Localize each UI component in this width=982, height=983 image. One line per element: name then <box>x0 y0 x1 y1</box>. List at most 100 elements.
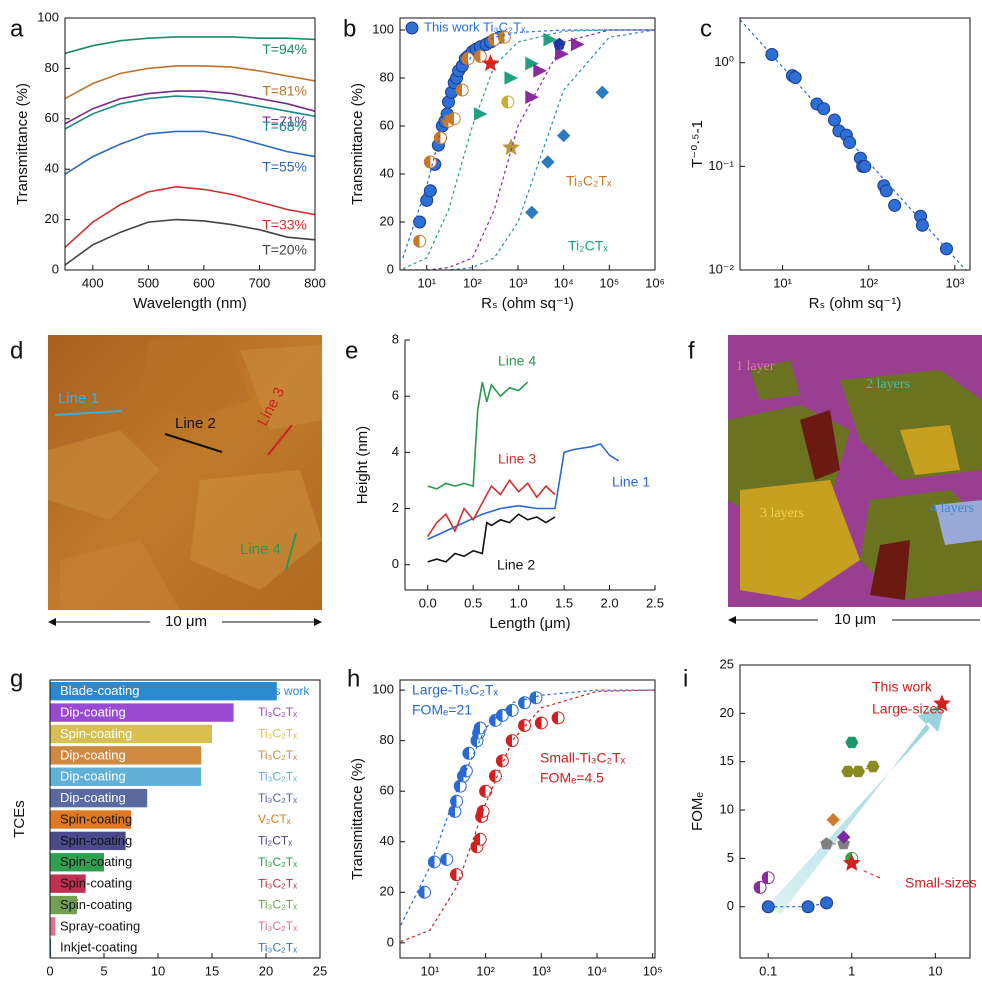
series-label: Line 2 <box>497 557 535 573</box>
y-tick-label: 20 <box>380 213 394 228</box>
data-point <box>827 814 839 826</box>
figure: Line 1 Line 2 Line 3 Line 4 d 10 μm 1 la… <box>0 0 982 978</box>
data-point <box>460 765 472 777</box>
material-label: Ti₃C₂Tₓ <box>258 748 297 762</box>
data-point <box>503 140 518 155</box>
y-tick-label: 20 <box>720 705 734 720</box>
data-point <box>414 235 426 247</box>
data-point <box>424 185 436 197</box>
data-point <box>802 901 814 913</box>
y-tick-label: 0 <box>52 261 59 276</box>
arrow-head <box>48 618 56 626</box>
y-tick-label: 2 <box>392 500 399 515</box>
x-tick-label: 10⁴ <box>554 275 574 290</box>
layer-label: 2 layers <box>866 377 910 392</box>
arrow-head <box>728 616 736 624</box>
x-tick-label: 800 <box>304 275 326 290</box>
x-tick-label: 10 <box>151 963 165 978</box>
data-point <box>448 113 460 125</box>
y-tick-label: 8 <box>392 331 399 346</box>
x-tick-label: 1 <box>848 963 855 978</box>
x-tick-label: 10³ <box>945 275 964 290</box>
data-point <box>456 84 468 96</box>
y-tick-label: 40 <box>45 161 59 176</box>
x-tick-label: 10³ <box>509 275 528 290</box>
series-label: Line 4 <box>498 353 536 369</box>
line-label: Line 1 <box>58 390 99 407</box>
series-label: T=94% <box>262 41 307 57</box>
x-tick-label: 700 <box>249 275 271 290</box>
x-tick-label: 10¹ <box>773 275 792 290</box>
bar-label: Inkjet-coating <box>60 940 137 955</box>
material-label: Ti₃C₂Tₓ <box>258 855 297 869</box>
data-point <box>406 22 418 34</box>
y-axis-label: Height (nm) <box>354 426 371 504</box>
x-tick-label: 10⁴ <box>587 963 607 978</box>
data-point <box>434 132 446 144</box>
data-point <box>526 206 538 218</box>
annotation: Small-sizes <box>905 875 977 891</box>
x-axis-label: Wavelength (nm) <box>133 295 247 312</box>
data-point <box>596 86 608 98</box>
y-tick-label: 80 <box>380 732 394 747</box>
series-label: Line 3 <box>498 451 536 467</box>
data-point <box>502 96 514 108</box>
bar-label: Spray-coating <box>60 918 140 933</box>
series-label: T=55% <box>262 158 307 174</box>
bar-label: Dip-coating <box>60 705 126 720</box>
plot-area <box>740 20 970 275</box>
bar-label: Spin-coating <box>60 833 132 848</box>
series-label: T=81% <box>262 83 307 99</box>
bar-label: Spin-coating <box>60 854 132 869</box>
x-tick-label: 0 <box>46 963 53 978</box>
bar-label: Dip-coating <box>60 747 126 762</box>
bar-label: Dip-coating <box>60 790 126 805</box>
series-label: T=20% <box>262 241 307 257</box>
data-point <box>766 49 778 61</box>
material-label: This work <box>258 684 310 698</box>
annotation: Ti₃C₂Tₓ <box>566 173 612 189</box>
bar-label: Blade-coating <box>60 683 140 698</box>
y-tick-label: 60 <box>380 783 394 798</box>
x-tick-label: 10 <box>928 963 942 978</box>
series-label: Large-Ti₃C₂Tₓ <box>412 682 498 698</box>
data-point <box>506 735 518 747</box>
y-axis-label: Transmittance (%) <box>349 758 366 880</box>
y-axis-label: TCEs <box>11 800 28 838</box>
x-tick-label: 15 <box>205 963 219 978</box>
data-point <box>762 872 774 884</box>
x-tick-label: 10² <box>859 275 878 290</box>
data-point <box>754 881 766 893</box>
data-point <box>419 886 431 898</box>
data-point <box>414 216 426 228</box>
scale-bar-label: 10 μm <box>834 611 876 628</box>
data-point <box>818 103 830 115</box>
y-tick-label: 10⁻² <box>708 261 734 276</box>
afm-image: Line 1 Line 2 Line 3 Line 4 <box>48 335 322 610</box>
data-point <box>558 130 570 142</box>
x-axis-label: Length (μm) <box>489 615 570 632</box>
panel-label: a <box>10 15 24 42</box>
x-axis-label: Rₛ (ohm sq⁻¹) <box>809 295 902 312</box>
data-point <box>821 897 833 909</box>
panel-label: f <box>688 337 695 364</box>
annotation: FOMₑ=21 <box>412 702 472 718</box>
y-tick-label: 40 <box>380 833 394 848</box>
x-tick-label: 10⁵ <box>643 963 663 978</box>
data-point <box>852 766 864 776</box>
series-label: Small-Ti₃C₂Tₓ <box>540 750 626 766</box>
bar-label: Dip-coating <box>60 769 126 784</box>
scale-bar-label: 10 μm <box>165 613 207 630</box>
layer-label: 1 layer <box>736 359 775 374</box>
x-tick-label: 2.0 <box>601 595 619 610</box>
plot-area <box>401 690 655 942</box>
panel-label: b <box>343 15 356 42</box>
x-tick-label: 5 <box>100 963 107 978</box>
y-tick-label: 25 <box>720 656 734 671</box>
x-tick-label: 10¹ <box>421 963 440 978</box>
material-label: Ti₃C₂Tₓ <box>258 898 297 912</box>
material-label: Ti₃C₂Tₓ <box>258 791 297 805</box>
bar-label: Spin-coating <box>60 897 132 912</box>
series-line <box>428 382 528 489</box>
data-point <box>535 717 547 729</box>
